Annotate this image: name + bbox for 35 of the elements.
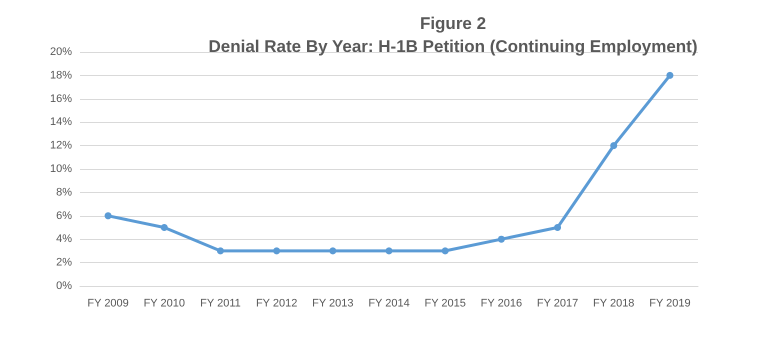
x-tick-label: FY 2017 [536, 298, 578, 310]
x-tick-label: FY 2018 [593, 298, 634, 310]
point [216, 247, 224, 254]
chart-title: Figure 2 [420, 14, 486, 33]
x-tick-label: FY 2010 [144, 298, 185, 310]
chart-subtitle: Denial Rate By Year: H-1B Petition (Continuing Employment) [208, 37, 698, 56]
x-tick-label: FY 2014 [368, 298, 410, 310]
point [554, 224, 562, 231]
y-tick-label: 8% [56, 186, 72, 198]
y-tick-label: 0% [56, 280, 72, 292]
y-tick-label: 18% [50, 69, 72, 82]
point [160, 224, 168, 231]
x-tick-label: FY 2019 [649, 298, 691, 310]
y-tick-label: 6% [56, 210, 72, 222]
x-tick-label: FY 2016 [480, 298, 522, 310]
y-tick-label: 12% [50, 140, 72, 152]
point [104, 212, 112, 220]
y-tick-label: 10% [50, 163, 72, 175]
point [386, 247, 392, 254]
y-tick-label: 4% [56, 233, 72, 246]
point [329, 247, 336, 254]
point [273, 247, 280, 254]
x-tick-label: FY 2009 [87, 298, 129, 310]
point [666, 72, 674, 79]
y-tick-label: 2% [56, 256, 72, 269]
point [610, 142, 618, 150]
x-tick-label: FY 2015 [424, 298, 466, 310]
point [498, 236, 505, 243]
y-tick-label: 20% [50, 46, 72, 58]
y-tick-label: 14% [50, 116, 72, 128]
x-tick-label: FY 2012 [256, 298, 298, 310]
point [442, 247, 449, 254]
y-tick-label: 16% [50, 92, 72, 105]
x-tick-label: FY 2013 [312, 298, 354, 310]
x-tick-label: FY 2011 [200, 298, 241, 310]
